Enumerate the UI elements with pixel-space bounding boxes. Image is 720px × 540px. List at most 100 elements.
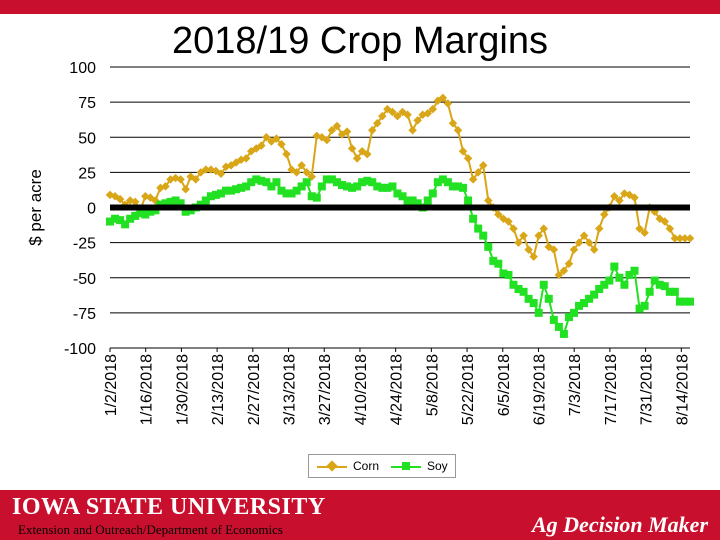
soy-point <box>620 280 629 289</box>
corn-point <box>272 134 281 143</box>
soy-point <box>353 182 362 191</box>
soy-point <box>575 301 584 310</box>
corn-point <box>347 144 357 153</box>
corn-point <box>428 104 438 114</box>
corn-point <box>322 135 332 145</box>
corn-point <box>282 149 291 159</box>
soy-point <box>363 176 372 185</box>
y-tick-label: 0 <box>87 201 96 218</box>
corn-point <box>408 125 417 135</box>
corn-point <box>161 182 170 191</box>
soy-point <box>479 231 488 240</box>
soy-point <box>529 299 538 308</box>
footer-bar: IOWA STATE UNIVERSITY Extension and Outr… <box>0 490 720 540</box>
soy-point <box>600 280 609 289</box>
soy-point <box>585 294 594 303</box>
x-tick-label: 7/17/2018 <box>603 354 620 425</box>
soy-point <box>322 175 331 184</box>
soy-point <box>257 176 266 185</box>
soy-point <box>227 186 236 195</box>
university-logo-text: IOWA STATE UNIVERSITY <box>12 494 326 520</box>
corn-point <box>484 196 493 205</box>
soy-point <box>388 182 397 191</box>
soy-point <box>519 287 528 296</box>
corn-point <box>191 175 200 184</box>
corn-point <box>468 175 478 184</box>
y-axis-label: $ per acre <box>26 169 45 246</box>
corn-point <box>352 154 362 163</box>
soy-point <box>469 214 478 223</box>
soy-point <box>343 182 352 191</box>
corn-point <box>494 210 503 219</box>
soy-point <box>272 178 281 187</box>
chart-svg: 100 75 50 25 0 -25 -50 -75 -100 $ per acre 1/2/201… <box>26 60 695 425</box>
soy-point <box>131 211 140 220</box>
corn-point <box>292 168 301 177</box>
y-tick-label: -100 <box>64 341 96 358</box>
corn-point <box>685 234 695 243</box>
soy-point <box>277 186 286 195</box>
soy-point <box>242 182 251 191</box>
soy-point <box>232 185 241 194</box>
soy-point <box>423 196 432 205</box>
x-tick-label: 4/24/2018 <box>389 354 406 425</box>
soy-point <box>645 287 654 296</box>
corn-point <box>378 111 387 121</box>
x-tick-label: 3/27/2018 <box>317 354 334 425</box>
soy-point <box>338 181 346 190</box>
soy-point <box>686 297 694 306</box>
soy-point <box>126 214 135 223</box>
corn-point <box>554 270 564 280</box>
brand-text: Ag Decision Maker <box>532 512 708 537</box>
corn-point <box>176 175 185 184</box>
x-tick-label: 1/2/2018 <box>103 354 120 416</box>
corn-point <box>342 127 352 136</box>
y-tick-label: 25 <box>78 165 96 182</box>
soy-point <box>141 210 150 219</box>
corn-point <box>257 141 266 150</box>
soy-point <box>252 175 261 184</box>
soy-point <box>317 182 326 191</box>
soy-point <box>640 301 649 310</box>
corn-point <box>448 118 458 128</box>
soy-point <box>368 178 377 187</box>
soy-point <box>302 178 311 187</box>
corn-point <box>478 161 488 170</box>
soy-point <box>176 199 185 208</box>
soy-point <box>570 308 578 317</box>
soy-point <box>539 280 548 289</box>
soy-point <box>489 256 498 265</box>
corn-point <box>504 217 513 226</box>
soy-point <box>433 178 442 187</box>
x-tick-label: 3/13/2018 <box>282 354 299 425</box>
soy-point <box>136 209 145 218</box>
soy-point <box>655 280 664 289</box>
corn-point <box>241 154 251 163</box>
soy-point <box>358 178 367 187</box>
y-tick-label: 75 <box>78 95 96 112</box>
corn-point <box>564 259 574 268</box>
x-tick-label: 7/3/2018 <box>567 354 584 416</box>
soy-point <box>448 182 457 191</box>
chart-title: 2018/19 Crop Margins <box>172 20 548 62</box>
department-text: Extension and Outreach/Department of Eco… <box>18 522 283 537</box>
soy-point <box>524 294 533 303</box>
x-tick-label: 7/31/2018 <box>639 354 656 425</box>
soy-point <box>590 290 599 299</box>
soy-point <box>625 270 634 279</box>
corn-point <box>473 168 483 177</box>
soy-point <box>549 315 558 324</box>
soy-point <box>348 183 357 192</box>
corn-point <box>458 147 468 156</box>
series-line-corn <box>109 96 690 277</box>
soy-point <box>680 297 689 306</box>
soy-point <box>454 182 462 191</box>
corn-point <box>413 116 422 125</box>
legend-corn-marker <box>326 460 338 472</box>
soy-point <box>544 294 553 303</box>
corn-point <box>262 133 271 142</box>
legend-soy-marker <box>402 462 410 470</box>
soy-point <box>675 297 684 306</box>
soy-point <box>610 262 619 271</box>
corn-point <box>115 194 125 204</box>
